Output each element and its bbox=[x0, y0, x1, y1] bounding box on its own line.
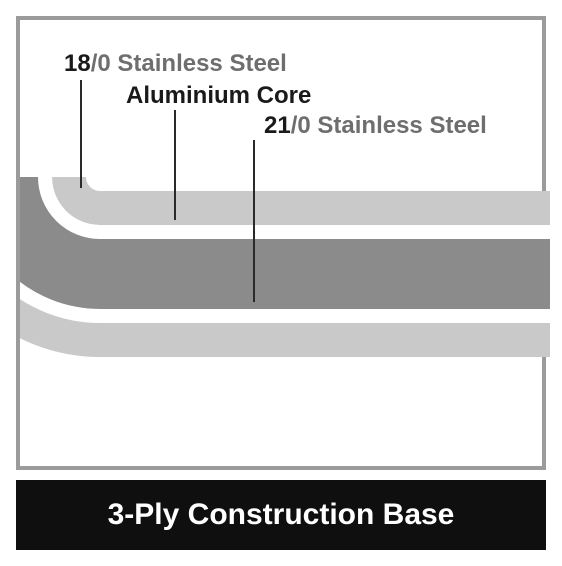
layer-outer-steel bbox=[69, 177, 550, 208]
footer-text: 3-Ply Construction Base bbox=[108, 498, 455, 532]
label-inner-steel-rest: /0 Stainless Steel bbox=[291, 112, 487, 139]
label-outer-steel: 18/0 Stainless Steel bbox=[64, 50, 287, 78]
label-aluminium-core: Aluminium Core bbox=[126, 82, 311, 110]
label-outer-steel-rest: /0 Stainless Steel bbox=[91, 50, 287, 77]
diagram-card: 18/0 Stainless Steel Aluminium Core 21/0… bbox=[0, 0, 562, 566]
label-core-text: Aluminium Core bbox=[126, 82, 311, 109]
label-inner-steel-prefix: 21 bbox=[264, 112, 291, 139]
footer-bar: 3-Ply Construction Base bbox=[16, 480, 546, 550]
label-outer-steel-prefix: 18 bbox=[64, 50, 91, 77]
diagram-frame: 18/0 Stainless Steel Aluminium Core 21/0… bbox=[16, 16, 546, 470]
label-inner-steel: 21/0 Stainless Steel bbox=[264, 112, 487, 140]
